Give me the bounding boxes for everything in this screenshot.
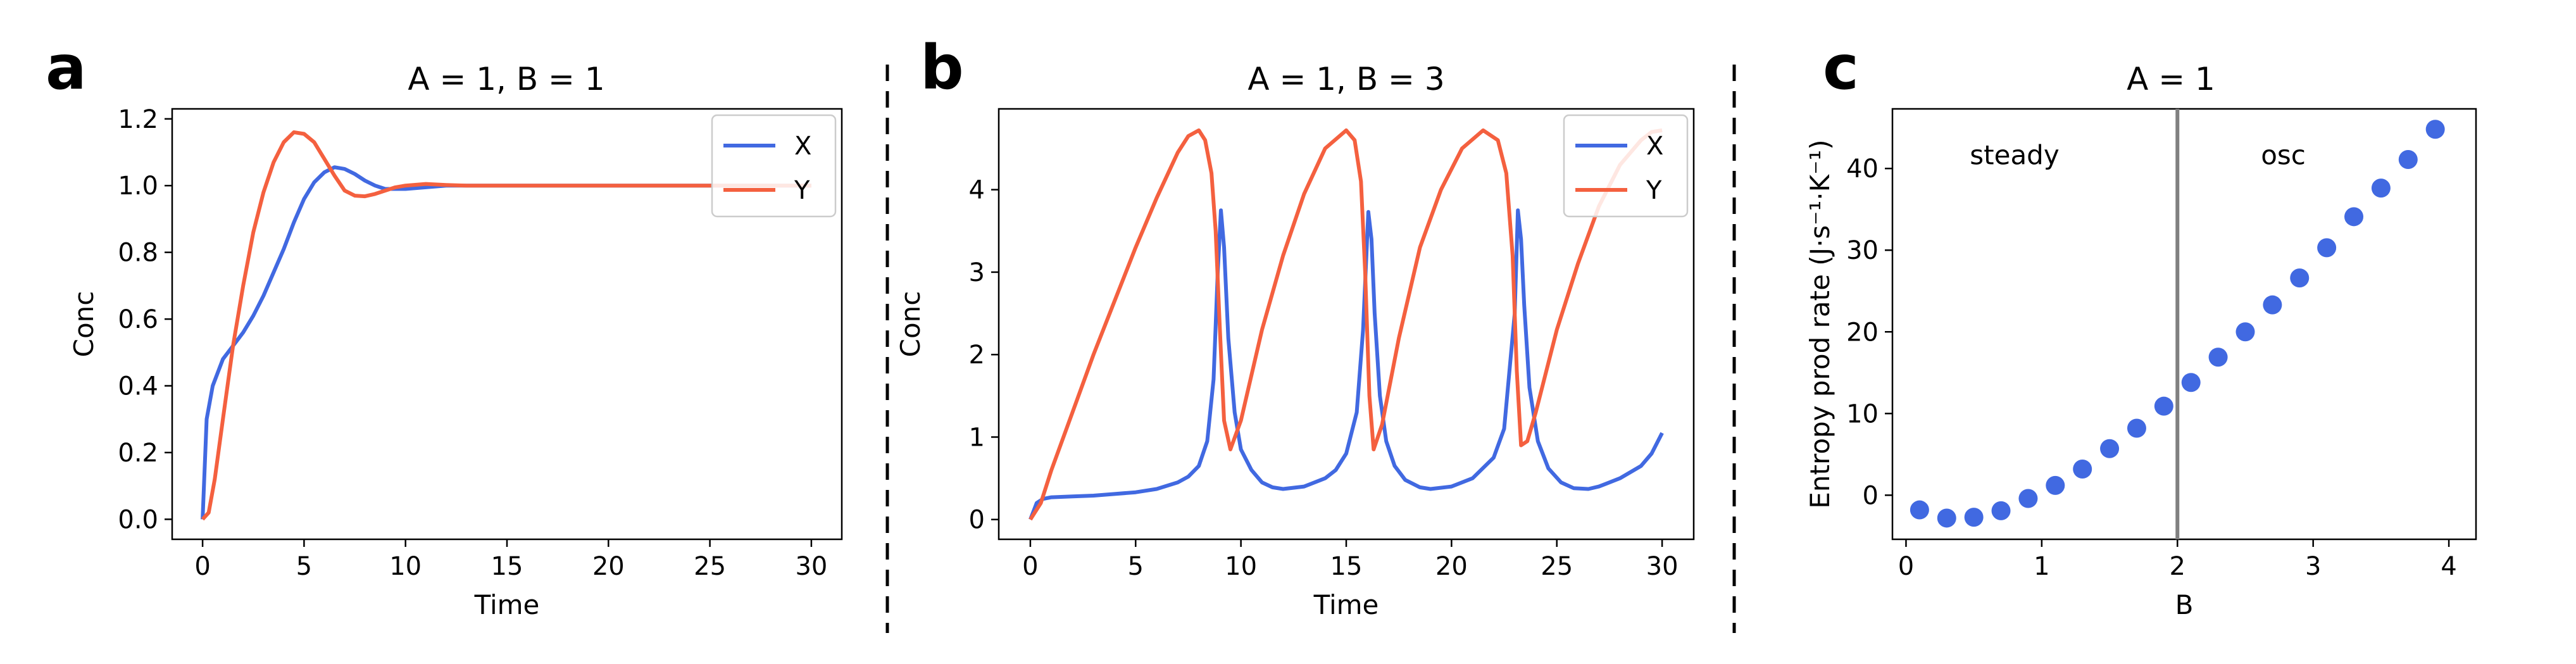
- y-tick-label: 10: [1846, 399, 1879, 429]
- y-tick-label: 0: [969, 506, 985, 535]
- series-line-x: [201, 165, 811, 520]
- y-tick-label: 0.0: [118, 505, 158, 534]
- y-tick-label: 0: [1863, 481, 1879, 510]
- x-tick-label: 2: [2170, 552, 2185, 581]
- x-axis-label: B: [2175, 589, 2194, 620]
- x-tick-label: 30: [795, 552, 827, 581]
- series-line-y: [1029, 128, 1663, 521]
- y-tick-label: 1.0: [118, 172, 158, 201]
- legend-label-y: Y: [1646, 176, 1662, 205]
- scatter-point: [2046, 475, 2065, 495]
- y-axis-label: Conc: [68, 291, 99, 358]
- x-tick-label: 0: [1898, 552, 1914, 581]
- x-tick-label: 15: [1330, 552, 1363, 581]
- y-tick-label: 3: [969, 258, 985, 287]
- legend: [1563, 114, 1689, 218]
- x-tick-label: 30: [1646, 552, 1679, 581]
- x-tick-label: 0: [194, 552, 210, 581]
- y-axis-label: Conc: [895, 291, 926, 358]
- x-tick-label: 1: [2034, 552, 2049, 581]
- region-label-osc: osc: [2261, 140, 2306, 171]
- scatter-point: [2100, 439, 2120, 458]
- scatter-point: [1964, 508, 1984, 527]
- legend-label-y: Y: [794, 176, 810, 205]
- y-tick-label: 0.8: [118, 239, 158, 268]
- panel-a-title: A = 1, B = 1: [408, 61, 604, 97]
- x-tick-label: 10: [389, 552, 422, 581]
- scatter-point: [1991, 501, 2011, 520]
- x-axis-label: Time: [474, 589, 540, 620]
- x-tick-label: 20: [592, 552, 625, 581]
- scatter-point: [2154, 396, 2173, 416]
- legend-label-x: X: [1646, 132, 1663, 161]
- y-tick-label: 20: [1846, 318, 1879, 347]
- plot-frame: [1891, 108, 2477, 541]
- scatter-point: [2127, 418, 2146, 438]
- panel-c-title: A = 1: [2127, 61, 2215, 97]
- y-tick-label: 1: [969, 423, 985, 452]
- panel-a-chart: 0 5 10 15 20 25 30 0.0 0.2 0.4 0.6 0.8 1.0 1.2 Time Con…: [68, 105, 843, 620]
- x-tick-label: 25: [694, 552, 726, 581]
- scatter-point: [1910, 500, 1929, 520]
- y-tick-label: 1.2: [118, 105, 158, 134]
- series-line-y: [201, 130, 811, 521]
- panel-b-chart: 0 5 10 15 20 25 30 0 1 2 3 4 Time Conc XY: [895, 108, 1695, 620]
- y-tick-label: 4: [969, 176, 985, 205]
- y-tick-label: 40: [1846, 154, 1879, 184]
- scatter-point: [1937, 508, 1956, 528]
- x-tick-label: 10: [1225, 552, 1257, 581]
- panel-b-title: A = 1, B = 3: [1247, 61, 1444, 97]
- panel-a-label: a: [46, 32, 87, 103]
- scatter-point: [2208, 348, 2228, 367]
- y-axis-label: Entropy prod rate (J·s⁻¹·K⁻¹): [1804, 139, 1835, 508]
- x-tick-label: 3: [2305, 552, 2321, 581]
- legend-label-x: X: [794, 132, 811, 161]
- x-tick-label: 20: [1435, 552, 1468, 581]
- scatter-point: [2398, 150, 2418, 169]
- x-tick-label: 15: [491, 552, 523, 581]
- legend: [711, 114, 837, 218]
- y-tick-label: 0.2: [118, 439, 158, 468]
- scatter-point: [2317, 238, 2337, 258]
- panel-c-label: c: [1823, 32, 1859, 103]
- x-tick-label: 5: [296, 552, 312, 581]
- y-tick-label: 30: [1846, 236, 1879, 265]
- y-tick-label: 0.4: [118, 372, 158, 401]
- panel-b-label: b: [920, 32, 964, 103]
- x-tick-label: 0: [1022, 552, 1038, 581]
- region-label-steady: steady: [1970, 140, 2059, 171]
- scatter-point: [2235, 322, 2255, 342]
- scatter-point: [2371, 179, 2391, 198]
- series-line-x: [1029, 208, 1664, 520]
- scatter-point: [2425, 120, 2445, 139]
- x-tick-label: 5: [1128, 552, 1144, 581]
- scatter-point: [2263, 295, 2282, 315]
- x-tick-label: 4: [2441, 552, 2456, 581]
- scatter-point: [2073, 460, 2092, 479]
- x-axis-label: Time: [1313, 589, 1379, 620]
- scatter-point: [2344, 207, 2364, 227]
- y-tick-label: 2: [969, 341, 985, 370]
- scatter-point: [2290, 268, 2310, 288]
- scatter-point: [2018, 489, 2038, 508]
- y-tick-label: 0.6: [118, 305, 158, 334]
- scatter-point: [2181, 373, 2201, 392]
- x-tick-label: 25: [1541, 552, 1573, 581]
